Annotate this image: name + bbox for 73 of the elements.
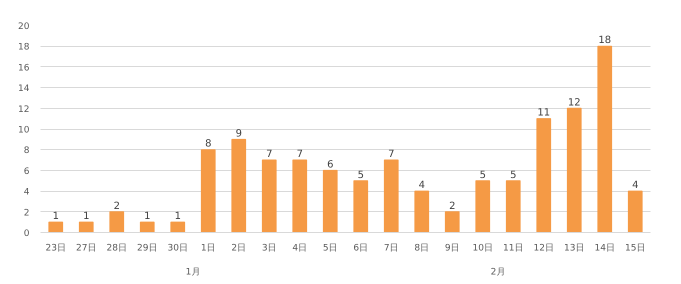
x-tick-label: 3日 xyxy=(262,244,277,254)
y-tick-label: 4 xyxy=(24,188,30,198)
x-tick-label: 9日 xyxy=(444,244,460,254)
data-label: 5 xyxy=(480,170,486,181)
data-label: 4 xyxy=(418,180,425,192)
y-tick-label: 10 xyxy=(18,126,30,136)
x-tick-label: 29日 xyxy=(137,244,158,254)
x-tick-label: 27日 xyxy=(76,244,96,254)
y-tick-label: 18 xyxy=(18,42,30,53)
data-label: 2 xyxy=(449,200,456,212)
x-tick-label: 5日 xyxy=(322,244,338,254)
data-label: 6 xyxy=(327,159,334,170)
bar xyxy=(444,211,460,232)
bar xyxy=(48,222,64,232)
x-tick-label: 1日 xyxy=(200,244,216,254)
data-label: 12 xyxy=(568,97,581,108)
data-label: 2 xyxy=(114,200,120,212)
data-label: 7 xyxy=(388,149,394,160)
bar xyxy=(475,180,490,232)
x-tick-label: 6日 xyxy=(353,244,368,254)
bar xyxy=(200,149,216,232)
data-label: 5 xyxy=(358,170,364,181)
y-tick-label: 6 xyxy=(24,166,30,177)
x-tick-label: 2日 xyxy=(231,244,246,254)
bar xyxy=(506,180,521,232)
data-label: 1 xyxy=(83,211,90,222)
x-tick-label: 23日 xyxy=(46,244,66,254)
x-tick-label: 12日 xyxy=(534,244,554,254)
data-label: 7 xyxy=(266,149,272,160)
data-label: 11 xyxy=(537,108,550,119)
x-tick-label: 4日 xyxy=(292,244,308,254)
x-tick-label: 11日 xyxy=(503,244,524,254)
data-label: 5 xyxy=(510,170,516,181)
bar xyxy=(566,108,582,232)
y-tick-label: 14 xyxy=(18,84,30,94)
y-tick-label: 2 xyxy=(24,208,30,218)
x-tick-label: 15日 xyxy=(625,244,646,254)
y-tick-label: 16 xyxy=(18,63,30,74)
data-label: 1 xyxy=(174,211,181,222)
x-tick-label: 30日 xyxy=(168,244,188,254)
data-label: 8 xyxy=(205,138,212,150)
bar xyxy=(597,46,612,232)
bar xyxy=(78,222,94,232)
data-label: 18 xyxy=(598,35,612,46)
text: 1月 xyxy=(186,268,200,278)
x-tick-label: 14日 xyxy=(594,244,615,254)
data-label: 1 xyxy=(52,211,59,222)
bar xyxy=(231,138,246,232)
bar xyxy=(384,160,399,232)
bar xyxy=(322,170,338,232)
bar xyxy=(414,190,430,232)
y-tick-label: 0 xyxy=(24,229,30,239)
x-tick-label: 8日 xyxy=(414,244,430,254)
data-label: 1 xyxy=(144,211,150,222)
text: 2月 xyxy=(490,268,506,278)
bar xyxy=(536,118,552,232)
data-label: 9 xyxy=(236,128,242,140)
y-tick-label: 20 xyxy=(18,22,30,32)
y-tick-label: 8 xyxy=(24,146,30,156)
bar xyxy=(109,211,124,232)
x-tick-label: 13日 xyxy=(564,244,584,254)
bar xyxy=(353,180,368,232)
x-tick-label: 10日 xyxy=(472,244,493,254)
data-label: 7 xyxy=(296,149,303,160)
bar xyxy=(140,222,155,232)
y-tick-label: 12 xyxy=(18,104,30,115)
bar xyxy=(170,222,186,232)
x-tick-label: 28日 xyxy=(106,244,127,254)
bar xyxy=(628,190,643,232)
bar xyxy=(292,160,308,232)
bar xyxy=(262,160,277,232)
data-label: 4 xyxy=(632,180,638,192)
x-tick-label: 7日 xyxy=(384,244,399,254)
